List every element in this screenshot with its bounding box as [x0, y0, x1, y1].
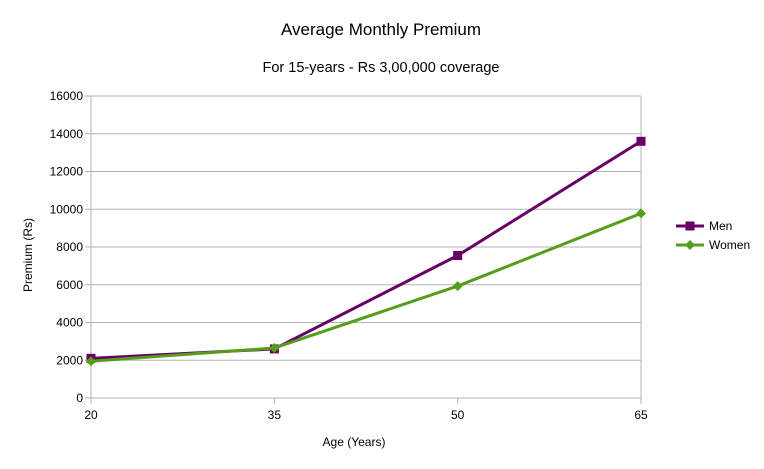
x-axis-label: Age (Years) — [323, 435, 386, 449]
data-point-women — [86, 356, 96, 367]
legend: Men Women — [676, 219, 750, 252]
legend-marker — [685, 221, 695, 231]
x-tick-label: 50 — [451, 408, 465, 422]
x-tick-label: 20 — [84, 408, 98, 422]
y-tick-label: 8000 — [56, 240, 83, 254]
legend-label: Men — [709, 219, 732, 233]
y-tick-label: 2000 — [56, 353, 83, 367]
y-tick-label: 4000 — [56, 316, 83, 330]
legend-item-men: Men — [676, 219, 732, 233]
data-point-men — [453, 250, 463, 260]
data-point-men — [636, 136, 646, 146]
series-line-women — [90, 212, 642, 363]
y-axis-ticks: 0 2000 4000 6000 8000 10000 12000 14000 16000 — [50, 89, 84, 405]
y-tick-label: 0 — [76, 391, 83, 405]
series-women — [86, 208, 646, 367]
y-tick-label: 6000 — [56, 278, 83, 292]
y-axis-label: Premium (Rs) — [21, 218, 35, 292]
y-tick-label: 16000 — [50, 89, 84, 103]
chart-subtitle: For 15-years - Rs 3,00,000 coverage — [263, 60, 500, 76]
x-tick-label: 65 — [634, 408, 648, 422]
y-tick-label: 10000 — [50, 202, 84, 216]
data-point-women — [452, 281, 463, 292]
legend-marker — [685, 240, 695, 250]
x-tick-label: 35 — [268, 408, 282, 422]
y-tick-label: 12000 — [50, 165, 84, 179]
series-line-men — [90, 140, 642, 360]
y-tick-label: 14000 — [50, 127, 84, 141]
series-men — [86, 136, 646, 363]
gridlines — [85, 95, 642, 399]
legend-label: Women — [709, 238, 750, 252]
legend-item-women: Women — [676, 238, 750, 252]
x-axis-ticks: 20 35 50 65 — [84, 398, 648, 422]
series-group — [86, 136, 646, 367]
chart-title: Average Monthly Premium — [281, 20, 481, 39]
data-point-women — [636, 208, 646, 219]
data-point-women — [269, 342, 280, 353]
